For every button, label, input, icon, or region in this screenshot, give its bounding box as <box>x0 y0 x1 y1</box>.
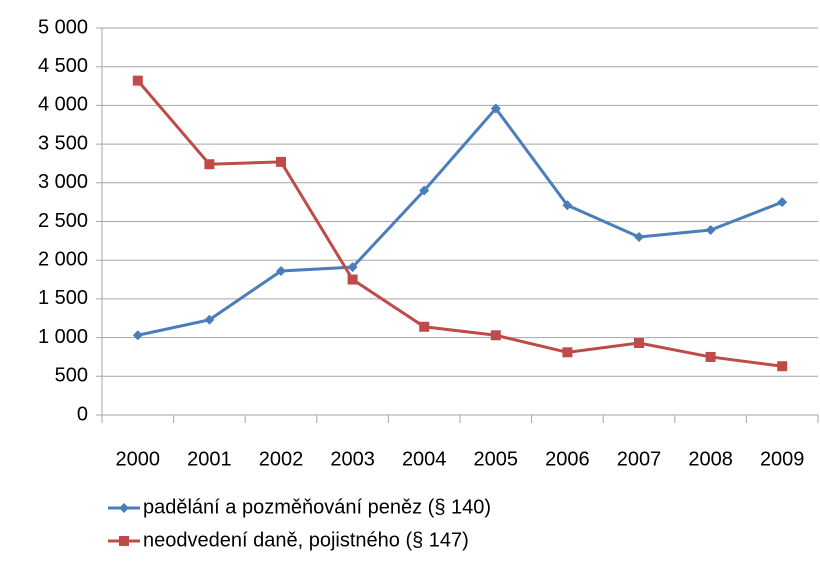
x-tick-label: 2000 <box>116 448 161 470</box>
point <box>777 197 788 208</box>
y-tick-label: 5 000 <box>38 16 88 38</box>
point <box>204 314 215 325</box>
y-tick-label: 3 000 <box>38 171 88 193</box>
legend-marker <box>119 536 129 546</box>
y-tick-label: 4 500 <box>38 55 88 77</box>
series-line <box>136 79 783 368</box>
series-line <box>137 106 783 337</box>
point <box>705 351 716 362</box>
x-tick-label: 2008 <box>688 448 733 470</box>
y-tick-label: 2 500 <box>38 210 88 232</box>
x-tick-label: 2006 <box>545 448 590 470</box>
point <box>347 274 358 285</box>
y-tick-label: 3 500 <box>38 132 88 154</box>
point <box>705 225 716 236</box>
point <box>562 200 573 211</box>
point <box>276 266 286 277</box>
point <box>562 347 573 358</box>
x-tick-label: 2003 <box>330 448 375 470</box>
point <box>777 361 788 372</box>
y-tick-label: 1 500 <box>38 287 88 309</box>
y-tick-label: 2 000 <box>38 248 88 270</box>
legend-label: neodvedení daně, pojistného (§ 147) <box>143 529 469 551</box>
point <box>634 338 644 349</box>
x-tick-label: 2004 <box>402 448 447 470</box>
point <box>347 262 358 273</box>
x-tick-label: 2009 <box>760 448 805 470</box>
point <box>132 330 143 341</box>
point <box>634 231 644 242</box>
x-tick-label: 2002 <box>259 448 304 470</box>
x-tick-label: 2001 <box>187 448 232 470</box>
y-tick-label: 1 000 <box>38 326 88 348</box>
legend-label: padělání a pozměňování peněz (§ 140) <box>143 496 491 518</box>
y-tick-label: 500 <box>55 365 88 387</box>
legend-marker <box>119 503 129 513</box>
x-tick-label: 2005 <box>474 448 519 470</box>
point <box>419 185 430 196</box>
point <box>490 330 501 341</box>
y-tick-label: 4 000 <box>38 94 88 116</box>
point <box>276 156 286 167</box>
point <box>132 75 143 86</box>
x-tick-label: 2007 <box>617 448 662 470</box>
point <box>490 103 501 114</box>
point <box>204 159 215 170</box>
point <box>419 321 430 332</box>
y-tick-label: 0 <box>77 403 88 425</box>
